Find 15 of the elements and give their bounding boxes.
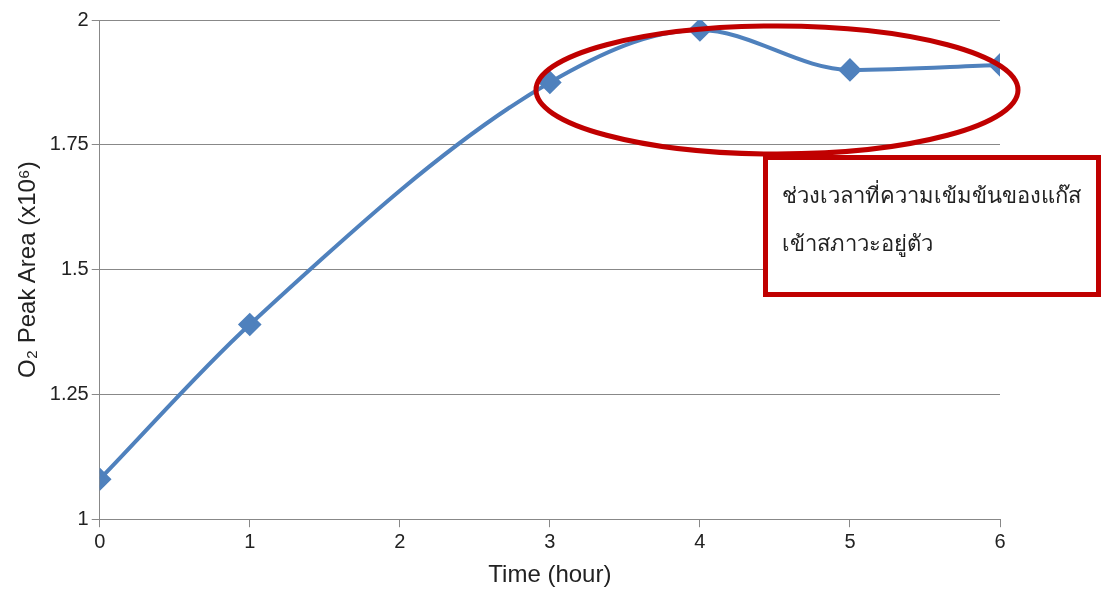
x-tick-label: 1 <box>244 529 256 552</box>
y-tick-label: 2 <box>77 7 89 30</box>
y-tick-label: 1.75 <box>49 132 89 155</box>
x-axis-title: Time (hour) <box>488 560 612 588</box>
x-tick-label: 2 <box>394 529 406 552</box>
x-tick-label: 3 <box>544 529 556 552</box>
y-tick-label: 1.5 <box>60 257 89 280</box>
y-tick-label: 1.25 <box>49 381 89 404</box>
x-tick-label: 4 <box>694 529 706 552</box>
x-tick-label: 0 <box>94 529 106 552</box>
y-axis-title: O₂ Peak Area (x10⁶) <box>13 161 41 378</box>
text-box: ช่วงเวลาที่ความเข้มข้นของแก๊สเข้าสภาวะอยู่ตัว <box>763 155 1101 297</box>
x-tick-label: 6 <box>994 529 1006 552</box>
y-tick-label: 1 <box>77 506 89 529</box>
x-tick-label: 5 <box>844 529 856 552</box>
